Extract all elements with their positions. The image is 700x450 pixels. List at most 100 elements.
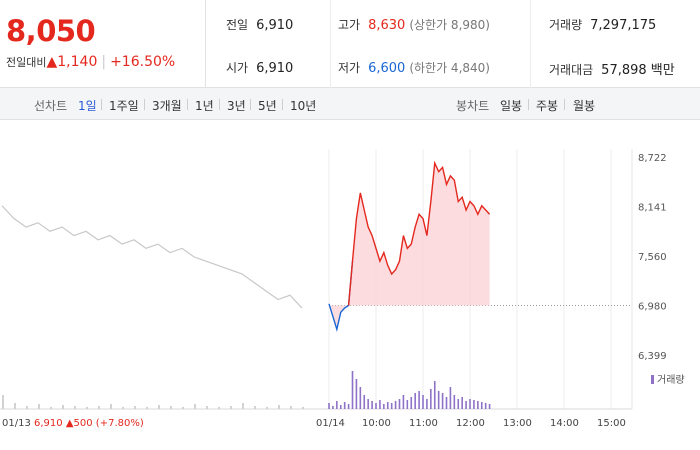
volume-bar [290,406,292,409]
prev-day-series [1,205,303,309]
divider [528,99,529,110]
upper-limit: (상한가 8,980) [409,18,490,32]
volume-bar [441,393,444,409]
volume-bar [371,401,373,409]
y-tick-label: 8,141 [638,203,667,214]
volume-bar [386,402,389,409]
stat-label: 저가 [338,61,361,75]
volume-bar [182,407,184,409]
volume-bar [14,403,16,409]
volume-bar [230,406,232,409]
tab-3m[interactable]: 3개월 [152,99,182,113]
volume-bar [449,387,452,409]
volume-bar [367,399,369,409]
current-price: 8,050 [6,14,96,48]
volume-bar [406,400,409,409]
stat-value: 6,910 [256,61,294,76]
volume-bar [122,407,124,409]
tab-3y[interactable]: 3년 [227,99,246,113]
volume-bar [355,379,358,409]
volume-bar [375,403,377,409]
volume-bar [480,402,483,409]
prev-day-line [1,205,303,309]
divider [282,99,283,110]
quote-summary: 8,050 전일대비▲1,140 | +16.50% 전일 6,910 고가 8,630… [0,0,700,88]
stat-label: 거래대금 [549,63,594,77]
tab-monthly-candle[interactable]: 월봉 [573,99,596,113]
change-value: 1,140 [57,54,98,70]
volume-bar [363,395,366,409]
divider [101,99,102,110]
volume-bar [430,389,432,409]
volume-bar [170,406,172,409]
x-tick-label: 14:00 [550,418,579,429]
volume-bar [332,406,334,409]
change-percent: +16.50% [110,54,176,70]
price-box: 8,050 전일대비▲1,140 | +16.50% [0,0,206,88]
volume-bar [194,404,196,409]
volume-bar [426,399,428,409]
volume-bar [2,395,4,409]
volume-bar [457,399,460,409]
volume-bar [218,407,220,409]
axis-labels: 8,722 8,141 7,560 6,980 6,399 거래량 01/14 10:00 11… [2,153,685,429]
volume-bar [74,406,76,409]
change-label: 전일대비 [6,56,47,69]
x-tick-label: 11:00 [409,418,438,429]
stat-open: 시가 6,910 [226,59,293,76]
volume-bar [433,381,436,409]
volume-bar [50,407,52,409]
tab-1d[interactable]: 1일 [78,99,97,113]
volume-bar [254,406,256,409]
volume-bar [465,401,467,409]
volume-bar [86,407,88,409]
stat-value: 7,297,175 [590,18,657,33]
change-row: 전일대비▲1,140 | +16.50% [6,54,175,70]
volume-bar [453,395,456,409]
price-chart: 8,722 8,141 7,560 6,980 6,399 거래량 01/14 10:00 11… [0,121,700,450]
tab-1w[interactable]: 1주일 [109,99,139,113]
tab-weekly-candle[interactable]: 주봉 [536,99,559,113]
chart-tabs: 선차트 1일 1주일 3개월 1년 3년 5년 10년 봉차트 일봉 주봉 월봉 [0,88,700,120]
volume-bar [98,406,100,409]
price-chart-svg: 8,722 8,141 7,560 6,980 6,399 거래량 01/14 10:00 11… [0,149,685,429]
volume-legend-label: 거래량 [657,374,685,386]
volume-bar [445,397,448,409]
volume-bar [402,395,405,409]
x-tick-label: 12:00 [456,418,485,429]
volume-bar [394,401,397,409]
volume-bar [206,406,208,409]
volume-bar [38,404,40,409]
volume-bar [390,403,393,409]
lower-limit: (하한가 4,840) [409,61,490,75]
divider [187,99,188,110]
divider [564,99,565,110]
stat-value: 8,630 [368,18,406,33]
stat-low: 저가 6,600 (하한가 4,840) [338,59,490,76]
volume-bar [461,397,463,409]
stat-label: 고가 [338,18,361,32]
x-tick-label: 10:00 [362,418,391,429]
x-tick-label: 15:00 [597,418,626,429]
y-tick-label: 7,560 [638,252,667,263]
stat-value: 6,600 [368,61,406,76]
volume-bar [477,401,479,409]
volume-bar [278,405,280,409]
volume-bar [359,387,362,409]
volume-bar [62,405,64,409]
volume-bar [347,404,350,409]
volume-legend-swatch [651,375,654,384]
line-chart-label: 선차트 [34,99,68,113]
volume-bar [134,406,136,409]
tab-daily-candle[interactable]: 일봉 [500,99,523,113]
y-tick-label: 8,722 [638,153,667,164]
today-series-up [347,160,491,306]
volume-bar [422,395,424,409]
y-tick-label: 6,399 [638,351,667,362]
stat-value: 57,898 백만 [601,63,675,78]
tab-10y[interactable]: 10년 [290,99,317,113]
volume-bar [383,404,385,409]
tab-5y[interactable]: 5년 [258,99,277,113]
tab-1y[interactable]: 1년 [195,99,214,113]
volume-bar [351,371,354,409]
